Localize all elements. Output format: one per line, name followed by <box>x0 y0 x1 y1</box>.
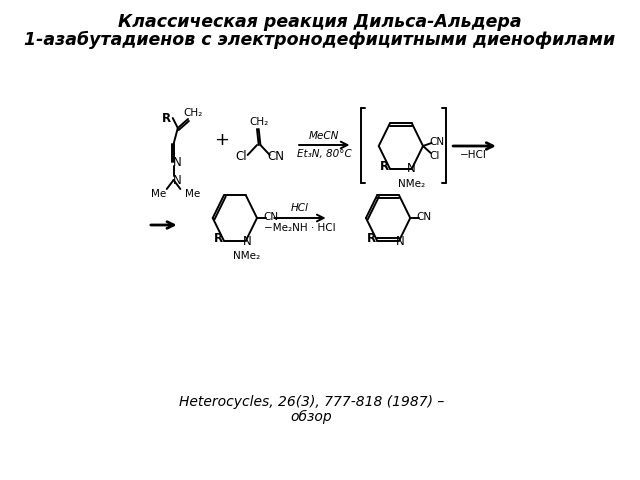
Text: Me: Me <box>150 189 166 199</box>
Text: R: R <box>162 111 172 124</box>
Text: R: R <box>214 232 223 245</box>
Text: NMe₂: NMe₂ <box>233 251 260 261</box>
Text: CN: CN <box>416 212 431 222</box>
Text: N: N <box>173 156 181 168</box>
Text: CN: CN <box>429 137 444 147</box>
Text: R: R <box>367 232 376 245</box>
Text: Cl: Cl <box>429 151 440 161</box>
Text: R: R <box>380 160 389 173</box>
Text: Me: Me <box>185 189 200 199</box>
Text: N: N <box>243 235 251 248</box>
Text: CH₂: CH₂ <box>184 108 203 118</box>
Text: NMe₂: NMe₂ <box>397 179 425 189</box>
Text: −Me₂NH · HCl: −Me₂NH · HCl <box>264 223 335 233</box>
Text: −HCl: −HCl <box>460 150 486 160</box>
Text: CH₂: CH₂ <box>249 117 268 127</box>
Text: обзор: обзор <box>291 410 332 424</box>
Text: CN: CN <box>268 151 284 164</box>
Text: Cl: Cl <box>236 151 248 164</box>
Text: N: N <box>173 173 181 187</box>
Text: Et₃N, 80°C: Et₃N, 80°C <box>297 149 351 159</box>
Text: +: + <box>214 131 230 149</box>
Text: MeCN: MeCN <box>309 131 339 141</box>
Text: HCl: HCl <box>291 203 308 213</box>
Text: N: N <box>396 235 404 248</box>
Text: 1-азабутадиенов с электронодефицитными диенофилами: 1-азабутадиенов с электронодефицитными д… <box>24 31 616 49</box>
Text: CN: CN <box>263 212 278 222</box>
Text: Heterocycles, 26(3), 777-818 (1987) –: Heterocycles, 26(3), 777-818 (1987) – <box>179 395 444 409</box>
Text: N: N <box>407 162 415 175</box>
Text: Классическая реакция Дильса-Альдера: Классическая реакция Дильса-Альдера <box>118 13 522 31</box>
